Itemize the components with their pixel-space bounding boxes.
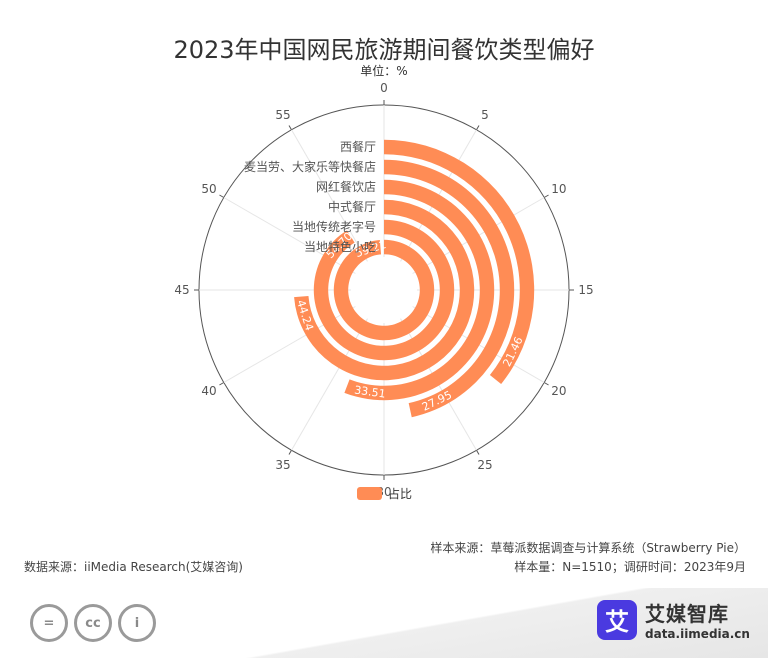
tick-label: 5	[481, 108, 489, 122]
polar-bar-chart: 051015202530354045505521.46西餐厅27.95麦当劳、大…	[174, 81, 593, 499]
axis-tick	[219, 194, 225, 198]
sample-source: 样本来源：草莓派数据调查与计算系统（Strawberry Pie）	[430, 541, 746, 555]
tick-label: 20	[551, 384, 566, 398]
tick-label: 40	[201, 384, 216, 398]
axis-tick	[476, 449, 480, 455]
license-icons: = cc i	[30, 604, 156, 642]
cc-icon: cc	[74, 604, 112, 642]
unit-label: 单位：%	[360, 64, 408, 78]
bar-2	[384, 159, 515, 418]
axis-tick	[219, 382, 225, 386]
brand-name: 艾媒智库	[645, 602, 729, 626]
brand-logo: 艾	[597, 599, 637, 640]
category-label: 麦当劳、大家乐等快餐店	[244, 159, 376, 174]
legend[interactable]: 占比	[357, 486, 413, 501]
axis-tick	[288, 125, 292, 131]
axis-tick	[476, 125, 480, 131]
brand[interactable]: 艾 艾媒智库 data.iimedia.cn	[597, 598, 750, 641]
legend-label: 占比	[388, 486, 413, 501]
category-label: 中式餐厅	[328, 199, 376, 214]
chart-title: 2023年中国网民旅游期间餐饮类型偏好	[173, 36, 595, 64]
tick-label: 35	[275, 458, 290, 472]
grid-spoke	[291, 129, 368, 262]
value-label: 44.24	[294, 298, 316, 332]
axis-tick	[543, 382, 549, 386]
tick-label: 0	[380, 81, 388, 95]
angle-grid	[194, 100, 574, 480]
category-label: 西餐厅	[340, 139, 376, 154]
bar-1	[384, 139, 535, 385]
data-source: 数据来源：iiMedia Research(艾媒咨询)	[24, 560, 243, 574]
category-label: 当地特色小吃	[304, 239, 376, 254]
tick-label: 45	[174, 283, 189, 297]
axis-tick	[543, 194, 549, 198]
tick-label: 50	[201, 182, 216, 196]
tick-label: 55	[275, 108, 290, 122]
sample-size: 样本量：N=1510；调研时间：2023年9月	[514, 560, 746, 574]
axis-tick	[288, 449, 292, 455]
equal-icon: =	[30, 604, 68, 642]
tick-label: 10	[551, 182, 566, 196]
tick-label: 15	[578, 283, 593, 297]
brand-url: data.iimedia.cn	[645, 627, 750, 641]
person-icon: i	[118, 604, 156, 642]
value-label: 33.51	[353, 383, 386, 400]
tick-label: 25	[477, 458, 492, 472]
category-label: 当地传统老字号	[292, 219, 376, 234]
legend-swatch	[357, 486, 382, 500]
bars	[294, 139, 535, 418]
category-label: 网红餐饮店	[316, 179, 376, 194]
